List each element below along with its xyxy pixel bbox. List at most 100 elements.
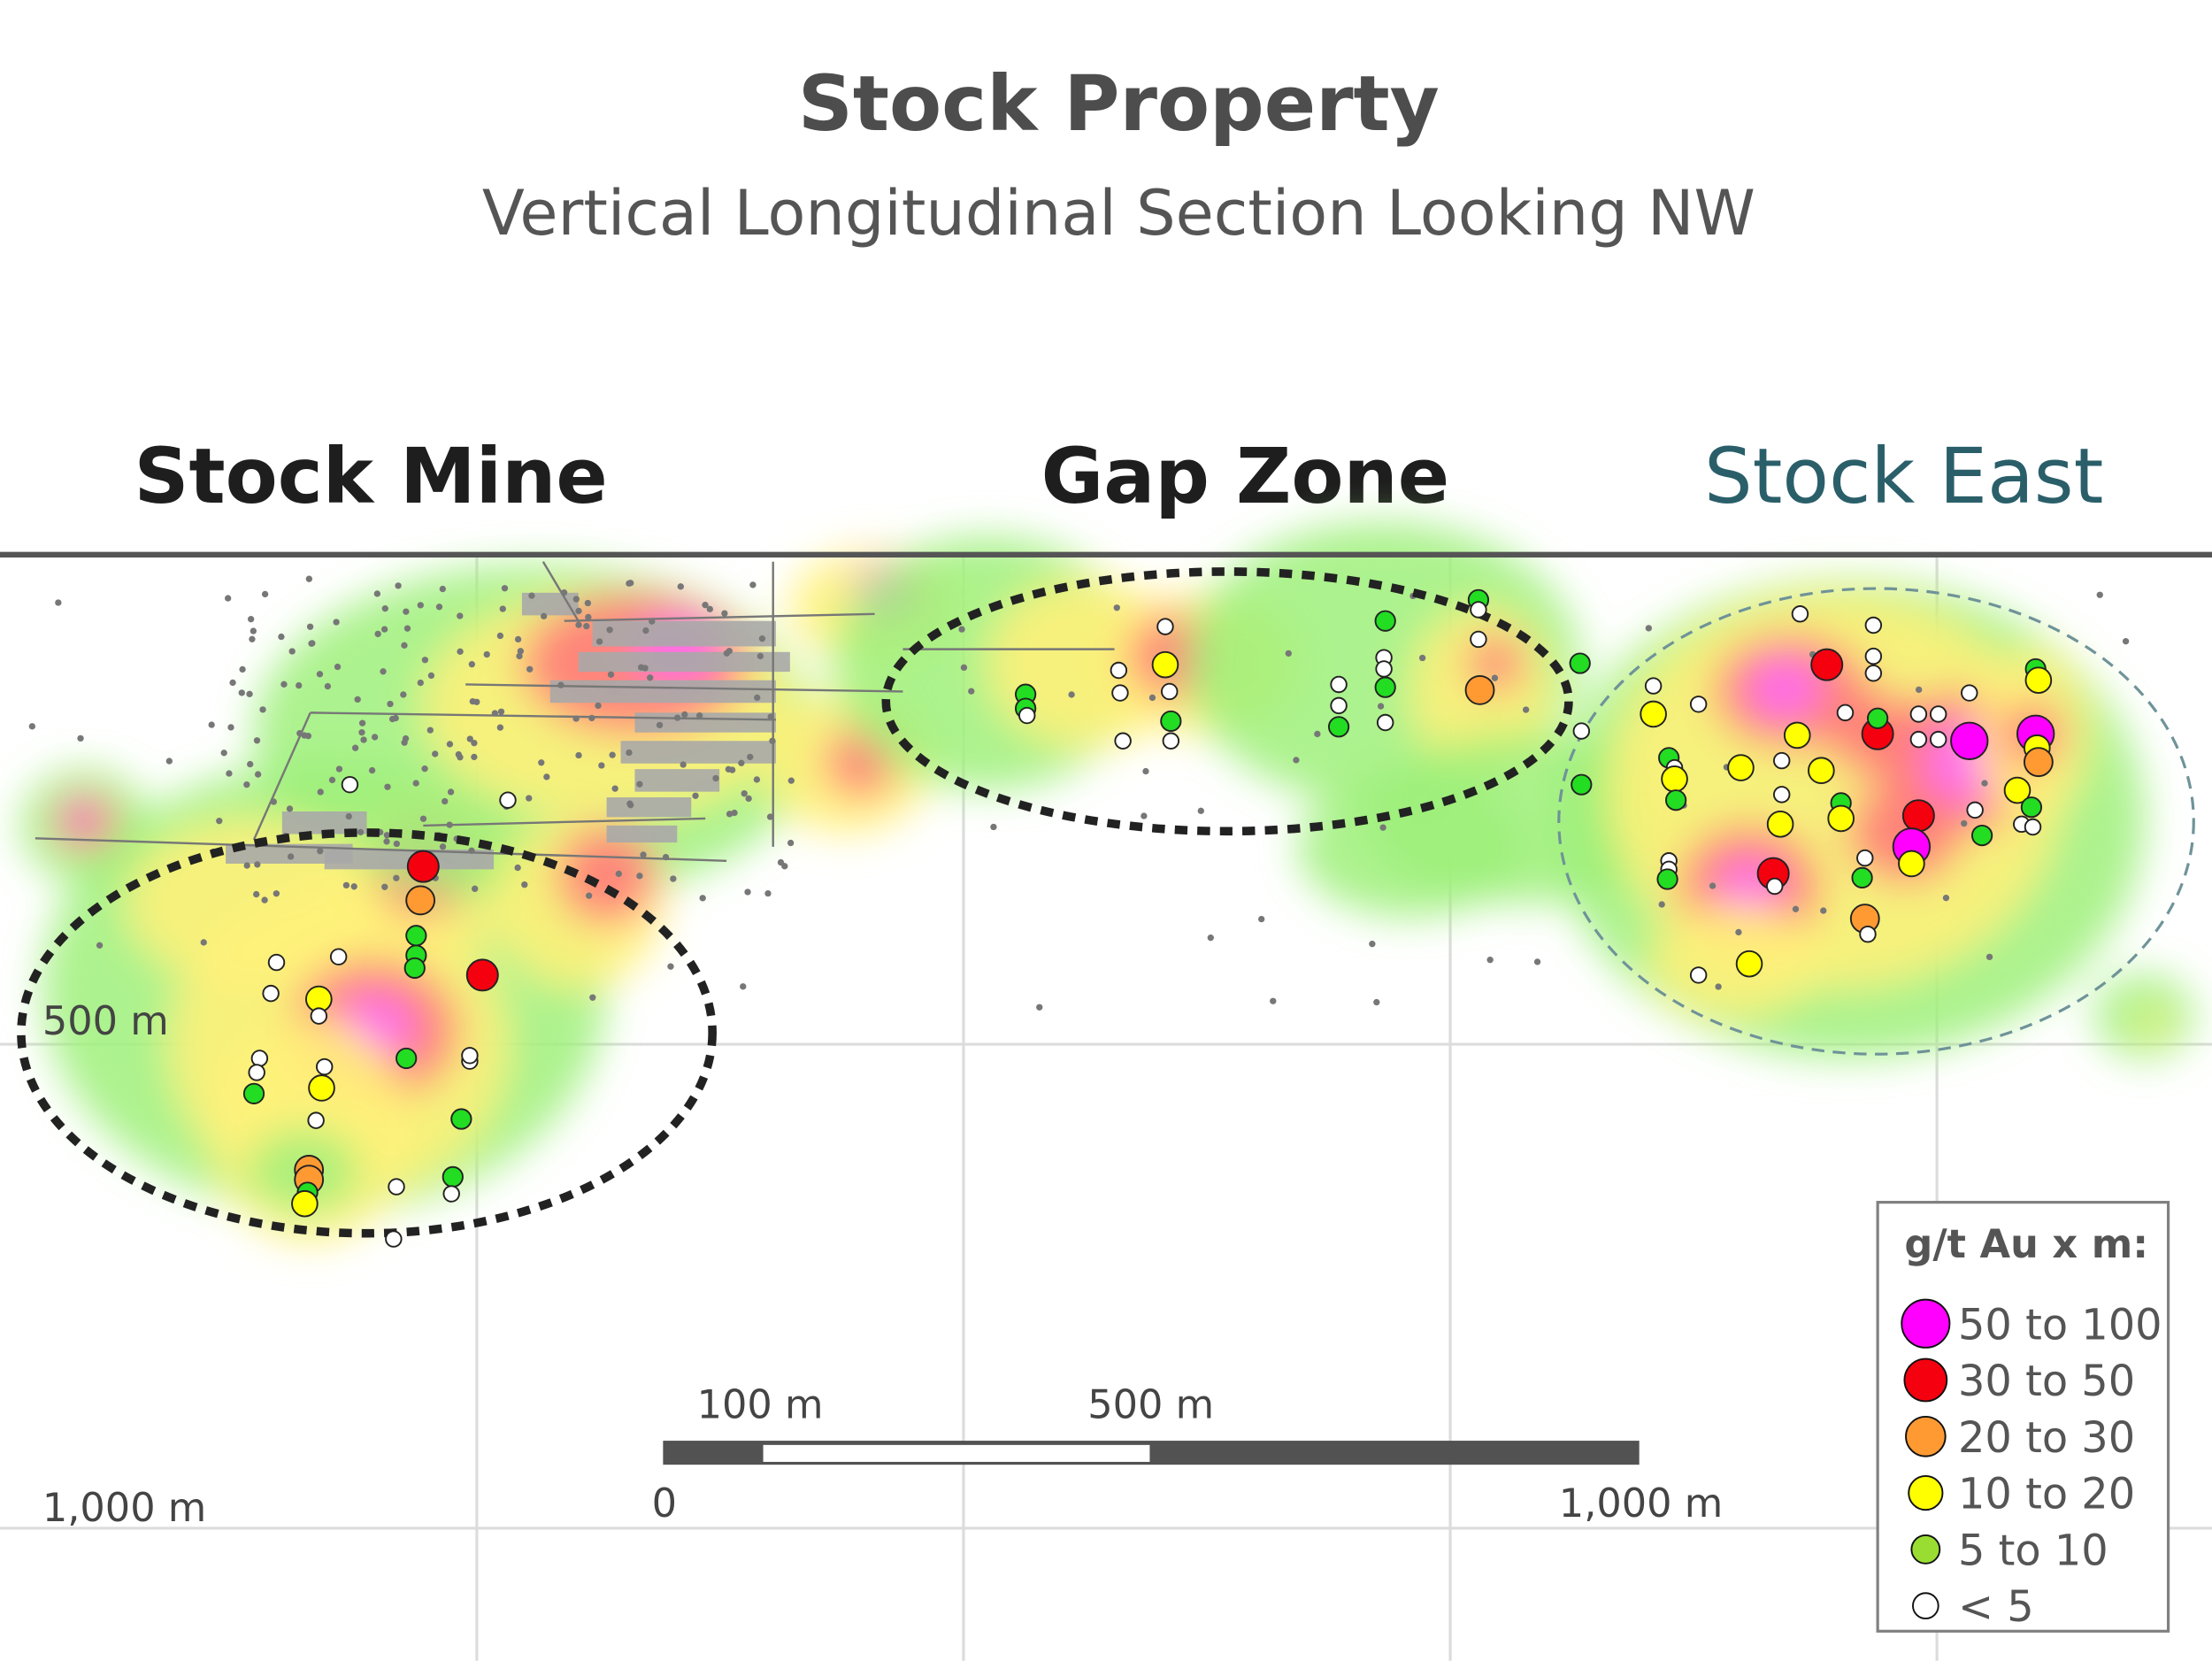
legend-label: 50 to 100 [1958,1301,2162,1350]
drill-trace-point [606,627,613,634]
drill-trace-point [1533,958,1541,965]
drill-trace-point [702,602,709,609]
drill-intercept [1898,850,1925,878]
drill-trace-point [483,650,490,658]
drill-trace-point [1981,780,1988,787]
drill-trace-point [324,682,332,690]
legend-swatch [1905,1416,1947,1457]
heatmap-blob [1749,660,1820,718]
drill-trace-point [368,766,376,774]
drill-trace-point [288,648,296,655]
drill-trace-point [374,630,381,638]
drill-trace-point [1522,706,1530,713]
drill-intercept [442,1165,464,1188]
drill-intercept [267,953,286,972]
drill-intercept [1791,605,1809,623]
drill-trace-point [383,838,390,845]
drill-trace-point [538,759,545,766]
drill-trace-point [1373,998,1380,1006]
zone-label-stock-east: Stock East [1704,433,2103,521]
drill-intercept [403,957,426,980]
drill-trace-point [224,595,232,602]
drill-trace-point [1961,819,1968,827]
drill-trace-point [572,715,580,722]
drill-intercept [1772,786,1791,804]
page-title: Stock Property [798,60,1440,149]
drill-intercept [1808,757,1835,785]
drill-trace-point [1491,674,1499,681]
stope [606,825,678,843]
drill-trace-point [695,712,703,719]
drill-trace-point [227,724,234,731]
drill-trace-point [575,621,582,628]
drill-trace-point [1142,767,1149,775]
stope [578,651,790,673]
drill-trace-point [1314,730,1321,738]
drill-trace-point [466,735,473,742]
drill-intercept [1111,684,1129,702]
drill-trace-point [496,724,504,731]
drill-intercept [1901,799,1935,833]
drift [423,817,706,827]
drill-intercept [2024,666,2053,695]
drill-intercept [262,984,280,1003]
drill-trace-point [787,839,795,847]
drill-trace-point [296,729,303,737]
drill-intercept [465,958,499,992]
legend-label: 10 to 20 [1958,1471,2135,1519]
drill-intercept [461,1047,479,1065]
drill-trace-point [286,805,294,812]
drill-trace-point [1820,907,1827,914]
scale-label-100: 100 m [697,1382,824,1428]
drill-trace-point [317,788,324,796]
drill-intercept [405,925,427,947]
drill-trace-point [595,702,602,710]
drill-trace-point [1709,882,1717,889]
drill-trace-point [229,679,236,687]
drill-trace-point [371,734,379,741]
drill-intercept [2003,776,2032,804]
drill-intercept [1114,732,1132,750]
drill-intercept [1656,868,1678,890]
drill-trace-point [254,861,261,868]
drill-trace-point [1916,686,1923,694]
legend-swatch [1910,1534,1941,1565]
drill-trace-point [740,983,747,990]
drill-intercept [1772,751,1791,770]
drill-trace-point [471,739,478,747]
drill-intercept [1689,966,1708,984]
drill-trace-point [305,575,312,582]
drill-trace-point [380,668,387,675]
drill-trace-point [749,581,757,588]
drill-trace-point [777,858,785,866]
drill-trace-point [412,780,419,787]
drill-intercept [385,1230,403,1248]
drill-trace-point [469,697,476,705]
drill-intercept [1375,660,1393,678]
drill-trace-point [238,689,245,696]
drill-trace-point [747,753,754,761]
drill-trace-point [526,795,533,802]
drill-intercept [2020,796,2043,819]
drill-trace-point [270,798,277,805]
drill-trace-point [712,774,719,782]
drill-intercept [242,1082,265,1104]
drill-intercept [1470,630,1487,649]
drill-trace-point [540,612,548,619]
drill-trace-point [499,605,506,612]
heatmap-blob [67,804,96,833]
drill-trace-point [626,749,633,757]
drill-trace-point [741,790,748,797]
drill-intercept [1327,716,1350,738]
drill-intercept [1735,950,1763,978]
drill-intercept [1970,824,1993,847]
drill-intercept [315,1057,334,1076]
drill-trace-point [589,994,596,1001]
drill-trace-point [526,665,534,673]
drill-trace-point [767,713,774,720]
drill-trace-point [738,759,745,766]
drill-trace-point [1942,895,1950,902]
drill-trace-point [670,875,677,882]
drill-trace-point [317,848,324,855]
legend-swatch [1901,1298,1951,1349]
